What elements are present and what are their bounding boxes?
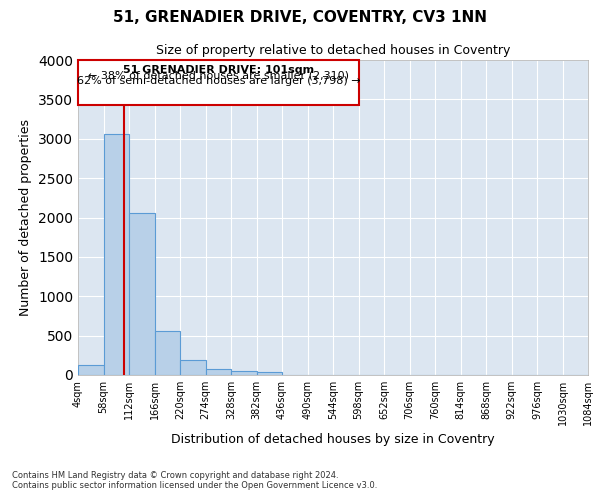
Bar (231, 371, 257, 375)
Text: 51 GRENADIER DRIVE: 101sqm: 51 GRENADIER DRIVE: 101sqm (123, 64, 314, 74)
Y-axis label: Number of detached properties: Number of detached properties (19, 119, 32, 316)
Bar (78, 365, 104, 375)
Bar (104, 134, 129, 375)
Text: 62% of semi-detached houses are larger (3,798) →: 62% of semi-detached houses are larger (… (77, 76, 361, 86)
X-axis label: Distribution of detached houses by size in Coventry: Distribution of detached houses by size … (171, 434, 495, 446)
Text: 51, GRENADIER DRIVE, COVENTRY, CV3 1NN: 51, GRENADIER DRIVE, COVENTRY, CV3 1NN (113, 10, 487, 25)
Bar (206, 369, 231, 375)
Bar (155, 331, 180, 375)
Title: Size of property relative to detached houses in Coventry: Size of property relative to detached ho… (156, 44, 510, 58)
Text: Contains HM Land Registry data © Crown copyright and database right 2024.
Contai: Contains HM Land Registry data © Crown c… (12, 470, 377, 490)
Bar (129, 213, 155, 375)
Bar (180, 360, 205, 375)
Text: ← 38% of detached houses are smaller (2,310): ← 38% of detached houses are smaller (2,… (88, 70, 349, 80)
FancyBboxPatch shape (78, 60, 359, 105)
Bar (257, 372, 282, 375)
